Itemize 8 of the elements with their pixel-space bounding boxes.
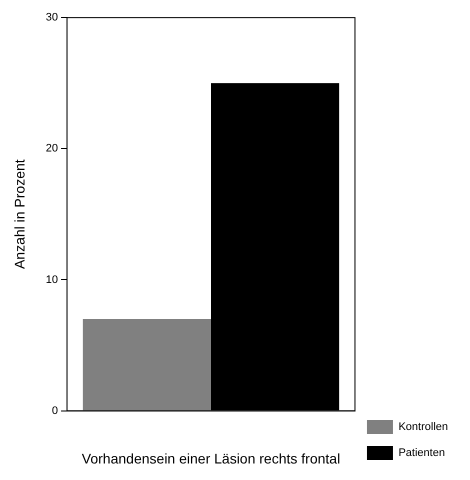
y-tick-label: 30 (46, 12, 58, 24)
legend-label: Patienten (398, 447, 445, 460)
y-tick-label: 10 (46, 274, 58, 286)
y-tick-label: 0 (52, 404, 58, 417)
x-axis-title: Vorhandensein einer Läsion rechts frontal (82, 450, 340, 466)
y-axis-title: Anzahl in Prozent (11, 159, 28, 270)
legend-label: Kontrollen (398, 421, 448, 434)
y-tick-label: 20 (46, 142, 58, 155)
